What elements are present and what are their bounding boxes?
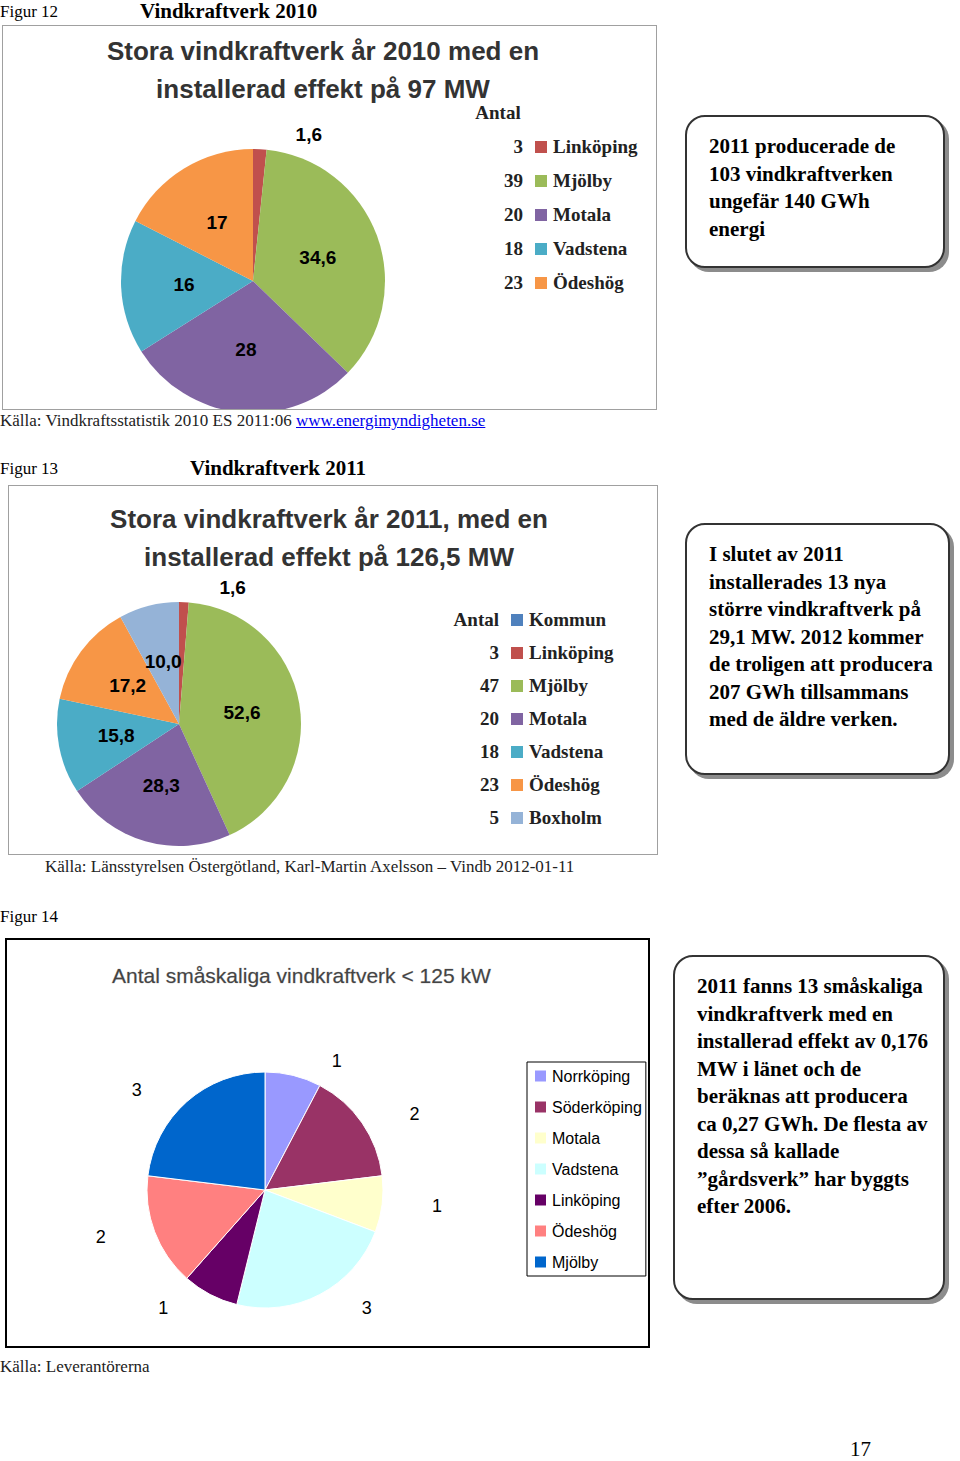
html-text:Motala: Motala xyxy=(529,708,587,729)
svg-text:Linköping: Linköping xyxy=(552,1192,621,1209)
html-text:Kommun: Kommun xyxy=(529,609,607,630)
html-text:Källa: Leverantörerna: Källa: Leverantörerna xyxy=(0,1357,150,1376)
html-text:Vindkraftverk 2010: Vindkraftverk 2010 xyxy=(140,0,318,23)
html-text:2011 fanns 13 småskaliga vindk: 2011 fanns 13 småskaliga vindkraftverk m… xyxy=(697,974,928,1218)
html-text:Figur 14: Figur 14 xyxy=(0,907,59,926)
svg-text:1,6: 1,6 xyxy=(296,124,322,145)
html-text:Antal: Antal xyxy=(475,102,521,123)
html-text:Källa: Vindkraftsstatistik 201: Källa: Vindkraftsstatistik 2010 ES 2011:… xyxy=(0,411,486,430)
html-text:Linköping: Linköping xyxy=(553,136,638,157)
svg-text:Söderköping: Söderköping xyxy=(552,1099,642,1116)
html-text:Ödeshög: Ödeshög xyxy=(529,774,600,795)
html-text:Antal: Antal xyxy=(453,609,499,630)
svg-text:28: 28 xyxy=(235,339,256,360)
svg-text:2: 2 xyxy=(409,1104,419,1124)
html-text:23: 23 xyxy=(504,272,523,293)
html-text:Mjölby: Mjölby xyxy=(529,675,589,696)
svg-text:Norrköping: Norrköping xyxy=(552,1068,630,1085)
html-text:Mjölby: Mjölby xyxy=(553,170,613,191)
svg-text:Ödeshög: Ödeshög xyxy=(552,1223,617,1240)
html-text:Ödeshög: Ödeshög xyxy=(553,272,624,293)
html-text:18: 18 xyxy=(504,238,523,259)
html-text:Figur 13: Figur 13 xyxy=(0,459,59,478)
svg-text:28,3: 28,3 xyxy=(143,775,180,796)
html-text:Stora vindkraftverk år 2011, m: Stora vindkraftverk år 2011, med en inst… xyxy=(110,504,548,572)
svg-text:17,2: 17,2 xyxy=(109,675,146,696)
svg-text:17: 17 xyxy=(206,212,227,233)
html-text:20: 20 xyxy=(504,204,523,225)
svg-text:1: 1 xyxy=(158,1298,168,1318)
html-text:Motala: Motala xyxy=(553,204,611,225)
svg-text:3: 3 xyxy=(132,1080,142,1100)
html-text:Vadstena: Vadstena xyxy=(553,238,628,259)
svg-text:Motala: Motala xyxy=(552,1130,600,1147)
html-text:39: 39 xyxy=(504,170,523,191)
html-text:Stora vindkraftverk år 2010 me: Stora vindkraftverk år 2010 med en insta… xyxy=(106,36,539,104)
svg-text:Mjölby: Mjölby xyxy=(552,1254,598,1271)
svg-text:2: 2 xyxy=(96,1227,106,1247)
svg-text:16: 16 xyxy=(174,274,195,295)
html-text:3: 3 xyxy=(489,642,499,663)
html-text:2011 producerade de 103 vindkr: 2011 producerade de 103 vindkraftverken … xyxy=(709,134,896,241)
svg-text:15,8: 15,8 xyxy=(98,725,135,746)
html-text:17: 17 xyxy=(850,1437,871,1461)
svg-text:52,6: 52,6 xyxy=(224,702,261,723)
html-text:5: 5 xyxy=(489,807,499,828)
html-text:Vindkraftverk 2011: Vindkraftverk 2011 xyxy=(190,456,366,480)
svg-text:1: 1 xyxy=(332,1051,342,1071)
svg-text:1,6: 1,6 xyxy=(219,577,245,598)
svg-text:Vadstena: Vadstena xyxy=(552,1161,619,1178)
html-text:3: 3 xyxy=(513,136,523,157)
svg-text:10,0: 10,0 xyxy=(145,651,182,672)
html-text:20: 20 xyxy=(480,708,499,729)
html-text:18: 18 xyxy=(480,741,499,762)
html-text:Källa: Länsstyrelsen Östergötl: Källa: Länsstyrelsen Östergötland, Karl-… xyxy=(45,857,575,876)
html-text:Vadstena: Vadstena xyxy=(529,741,604,762)
svg-text:1: 1 xyxy=(432,1196,442,1216)
html-text:47: 47 xyxy=(480,675,499,696)
html-text:Figur 12: Figur 12 xyxy=(0,2,59,21)
html-text:23: 23 xyxy=(480,774,499,795)
svg-text:34,6: 34,6 xyxy=(299,247,336,268)
svg-text:Antal småskaliga vindkraftverk: Antal småskaliga vindkraftverk < 125 kW xyxy=(112,964,491,987)
html-text:Boxholm: Boxholm xyxy=(529,807,602,828)
svg-text:3: 3 xyxy=(362,1298,372,1318)
html-text:I slutet av 2011 installerades: I slutet av 2011 installerades 13 nya st… xyxy=(709,542,933,731)
html-text:Linköping: Linköping xyxy=(529,642,614,663)
